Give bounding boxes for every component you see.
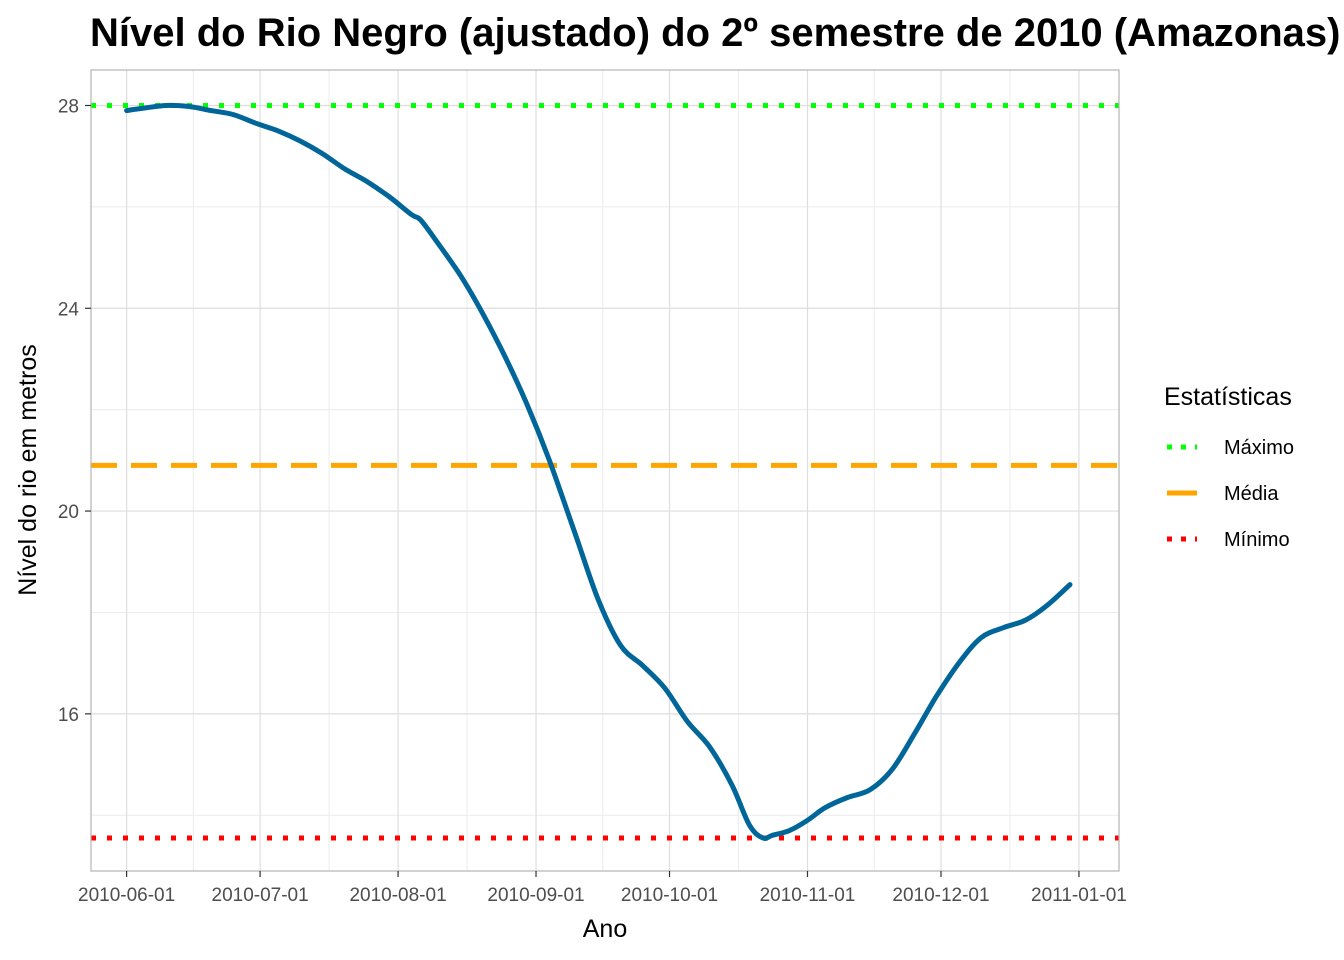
legend: Estatísticas Máximo Média Mínimo xyxy=(1164,383,1294,551)
legend-label: Máximo xyxy=(1224,437,1294,459)
x-tick-label: 2010-10-01 xyxy=(621,885,718,906)
legend-title: Estatísticas xyxy=(1164,383,1292,411)
x-tick-label: 2010-12-01 xyxy=(892,885,989,906)
x-axis-title: Ano xyxy=(583,915,627,943)
x-tick-label: 2010-09-01 xyxy=(487,885,584,906)
x-tick-label: 2010-06-01 xyxy=(78,885,175,906)
river-level-line xyxy=(124,102,1073,842)
y-tick-label: 16 xyxy=(58,705,79,726)
grid-lines xyxy=(91,70,1119,871)
x-tick-label: 2011-01-01 xyxy=(1031,885,1127,906)
y-tick-label: 20 xyxy=(58,502,79,523)
legend-items: Máximo Média Mínimo xyxy=(1167,437,1294,551)
x-tick-label: 2010-11-01 xyxy=(760,885,856,906)
legend-label: Mínimo xyxy=(1224,529,1290,551)
x-axis-ticks: 2010-06-01 2010-07-01 2010-08-01 2010-09-01… xyxy=(78,871,1127,906)
y-axis-ticks: 16 20 24 28 xyxy=(58,96,91,726)
plot-panel xyxy=(91,70,1119,871)
reference-lines xyxy=(91,102,1119,841)
plot-border xyxy=(90,69,1120,872)
series-layer xyxy=(124,102,1073,842)
y-tick-label: 28 xyxy=(58,96,79,117)
y-axis-title: Nível do rio em metros xyxy=(14,344,42,595)
legend-label: Média xyxy=(1224,483,1279,505)
x-tick-label: 2010-08-01 xyxy=(349,885,446,906)
x-tick-label: 2010-07-01 xyxy=(212,885,309,906)
chart-title: Nível do Rio Negro (ajustado) do 2º seme… xyxy=(90,11,1341,55)
y-tick-label: 24 xyxy=(58,299,80,320)
